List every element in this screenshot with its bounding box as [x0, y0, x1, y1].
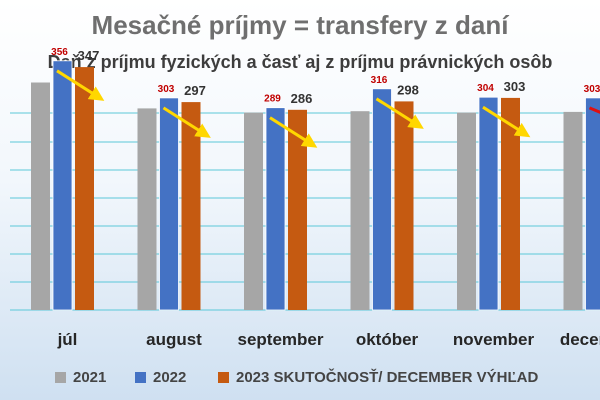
chart-legend: 2021 2022 2023 SKUTOČNOSŤ/ DECEMBER VÝHĽ…	[0, 364, 600, 390]
x-tick-label-august: august	[146, 330, 202, 349]
x-tick-label-september: september	[238, 330, 324, 349]
x-tick-label-júl: júl	[57, 330, 78, 349]
legend-item-2022: 2022	[135, 364, 186, 390]
x-tick-label-november: november	[453, 330, 535, 349]
data-label-2023-október: 298	[397, 82, 419, 97]
data-label-2023-september: 286	[291, 91, 313, 106]
decline-arrow-december	[588, 106, 600, 114]
chart-title: Mesačné príjmy = transfery z daní	[91, 10, 509, 40]
data-label-2023-júl: 347	[78, 48, 100, 63]
data-label-2022-júl: 356	[51, 47, 68, 58]
decline-arrow-august	[162, 106, 211, 138]
bar-2022-december	[585, 97, 600, 311]
bar-2023-júl	[75, 67, 94, 310]
legend-label-2021: 2021	[73, 368, 107, 386]
bar-2022-august	[159, 97, 179, 311]
data-label-2022-november: 304	[477, 83, 494, 94]
decline-arrow-november	[482, 105, 531, 138]
x-tick-label-október: október	[356, 330, 419, 349]
bar-2021-júl	[31, 82, 50, 310]
bar-2021-december	[563, 111, 583, 311]
data-label-2022-august: 303	[158, 84, 175, 95]
bar-2021-október	[350, 111, 370, 310]
decline-arrow-september	[269, 116, 318, 148]
bar-2023-august	[181, 102, 201, 310]
data-label-2022-december: 303	[584, 84, 600, 95]
legend-swatch-2022	[135, 371, 146, 383]
bar-2021-september	[244, 112, 263, 310]
chart-subtitle: Daň z príjmu fyzických a časť aj z príjm…	[47, 52, 553, 72]
legend-swatch-2023	[218, 371, 229, 383]
legend-swatch-2021	[55, 371, 66, 383]
legend-item-2021: 2021	[55, 364, 106, 390]
bar-2023-október	[394, 101, 414, 311]
bar-2023-september	[288, 109, 307, 310]
x-tick-label-december: december	[560, 330, 600, 349]
bar-2021-november	[457, 112, 476, 310]
decline-arrow-október	[375, 97, 424, 129]
bar-2023-november	[501, 97, 520, 311]
data-label-2022-september: 289	[264, 94, 281, 105]
legend-label-2023: 2023 SKUTOČNOSŤ/ DECEMBER VÝHĽAD	[236, 368, 539, 386]
data-label-2023-november: 303	[504, 79, 526, 94]
bar-2022-október	[372, 88, 392, 311]
bar-2021-august	[137, 108, 157, 311]
legend-item-2023: 2023 SKUTOČNOSŤ/ DECEMBER VÝHĽAD	[218, 364, 538, 390]
data-label-2023-august: 297	[184, 83, 206, 98]
decline-arrow-júl	[56, 69, 105, 101]
bar-2022-september	[265, 107, 286, 311]
bar-2022-júl	[52, 60, 73, 311]
data-label-2022-október: 316	[371, 75, 388, 86]
legend-label-2022: 2022	[153, 368, 187, 386]
bar-2022-november	[478, 96, 499, 311]
